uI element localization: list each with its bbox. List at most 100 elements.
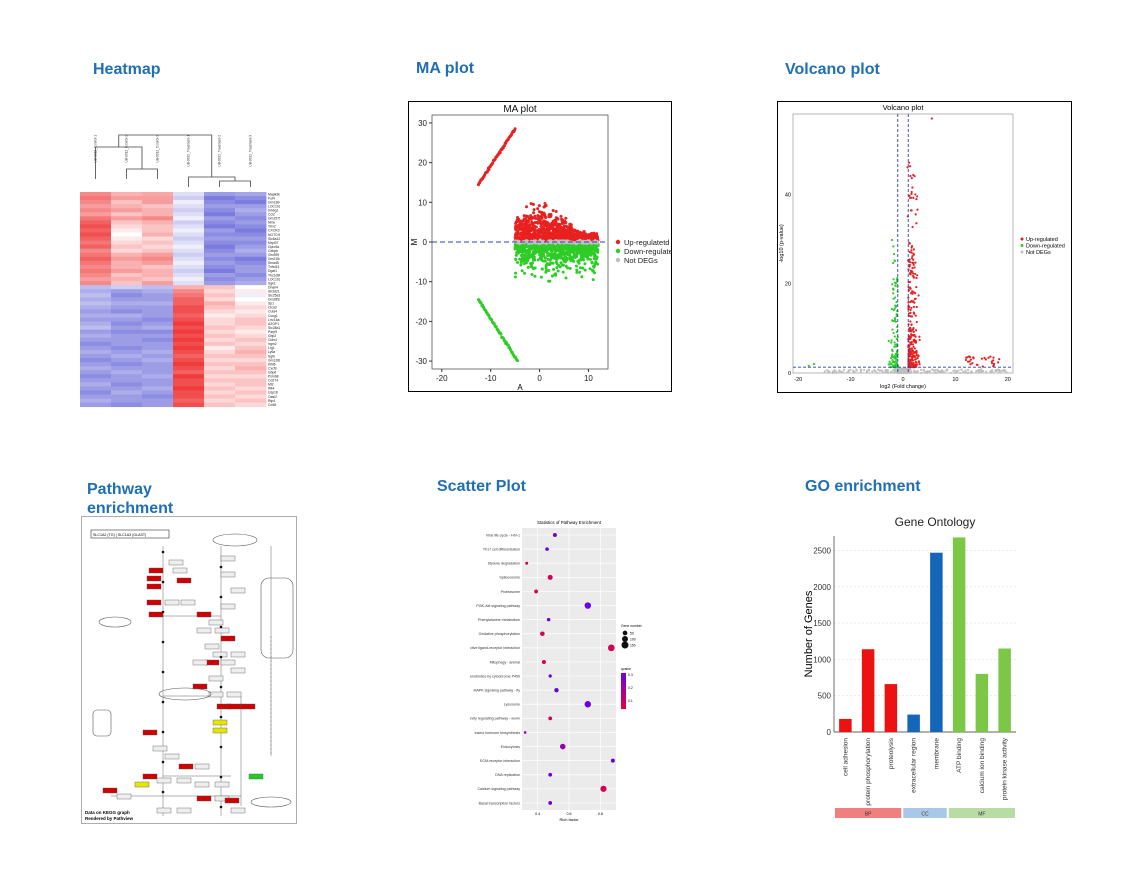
scatter-color-legend-label: 0.2 — [628, 686, 633, 690]
heatmap-cell — [235, 398, 267, 403]
volcano-up-point — [969, 363, 972, 366]
heatmap-row-label: Sp1 — [268, 302, 274, 306]
pathway-gene-box — [230, 651, 246, 658]
ma-down-point — [550, 249, 554, 253]
volcano-up-point — [918, 363, 921, 366]
ma-down-point — [540, 267, 544, 271]
volcano-notdeg-point — [920, 368, 923, 372]
ma-down-point — [533, 266, 537, 270]
heatmap-cell — [204, 200, 236, 205]
heatmap-cell — [204, 228, 236, 233]
ma-down-point — [520, 247, 524, 251]
ma-down-point — [551, 261, 555, 265]
heatmap-cell — [204, 281, 236, 286]
heatmap-row-label: Mrpl37 — [268, 241, 278, 245]
ma-up-point — [523, 231, 527, 235]
ma-down-point — [585, 249, 589, 253]
ma-up-point — [513, 127, 517, 131]
scatter-category-label: Th17 cell differentiation — [483, 547, 520, 551]
scatter-size-legend-marker — [622, 630, 628, 636]
volcano-up-point — [911, 343, 915, 346]
volcano-up-point — [966, 360, 970, 363]
volcano-up-point — [915, 222, 918, 225]
heatmap-cell — [235, 252, 267, 258]
volcano-down-point — [893, 307, 896, 310]
ma-points — [476, 127, 600, 363]
ma-down-point — [564, 246, 568, 250]
volcano-notdeg-point — [1002, 368, 1005, 371]
scatter-point — [534, 589, 538, 594]
scatter-category-label: DNA replication — [495, 773, 520, 777]
heatmap-cell — [204, 216, 236, 221]
volcano-up-point — [908, 354, 911, 357]
heatmap-row-label: AZGP1 — [268, 322, 279, 326]
heatmap-cell — [204, 192, 236, 197]
heatmap-row-label: Gm399 — [268, 253, 279, 257]
volcano-up-point — [908, 330, 911, 333]
ma-up-point — [538, 220, 542, 224]
ma-up-point — [580, 231, 584, 235]
heatmap-cell — [173, 240, 205, 246]
ma-up-point — [548, 213, 552, 217]
volcano-notdeg-point — [989, 371, 992, 374]
heatmap-cell — [173, 289, 205, 294]
volcano-down-point — [890, 357, 893, 360]
ma-down-point — [579, 248, 583, 252]
heatmap-cell — [173, 281, 205, 286]
ma-down-point — [524, 261, 528, 265]
heatmap-cell — [235, 386, 267, 391]
heatmap-cell — [111, 313, 143, 318]
ma-down-point — [574, 264, 578, 268]
go-y-tick-label: 2500 — [813, 547, 831, 556]
volcano-notdeg-point — [891, 371, 895, 374]
scatter-category-label: Endocytosis — [501, 745, 521, 749]
pathway-diagram: SLC1A2 (TG) | SLC1A3 (GLAST) Data on KEGG… — [81, 516, 297, 824]
heatmap-row-label: Psmb8 — [268, 375, 279, 379]
heatmap-cell — [204, 256, 236, 262]
heatmap-cell — [173, 277, 205, 282]
volcano-legend-label: Not DEGs — [1026, 250, 1051, 256]
heatmap-cell — [142, 232, 174, 237]
heatmap-cell — [142, 220, 174, 225]
ma-down-point — [583, 262, 587, 266]
ma-up-point — [544, 220, 548, 224]
volcano-notdeg-point — [847, 369, 850, 372]
heatmap-cell — [173, 358, 205, 363]
volcano-notdeg-point — [945, 369, 949, 372]
heatmap-cell — [80, 273, 112, 278]
ma-up-point — [554, 210, 558, 214]
ma-down-point — [557, 255, 561, 259]
go-enrichment-title: GO enrichment — [805, 478, 921, 495]
ma-up-point — [514, 222, 518, 226]
ma-down-point — [517, 244, 521, 248]
volcano-up-point — [913, 312, 916, 315]
heatmap-cell — [204, 341, 236, 347]
volcano-notdeg-point — [985, 370, 988, 373]
scatter-point — [547, 574, 553, 580]
volcano-notdeg-point — [998, 371, 1001, 374]
volcano-notdeg-point — [953, 369, 957, 372]
ma-up-point — [551, 209, 555, 213]
heatmap-column-label: UB-0312_Control-2 — [125, 135, 129, 163]
ma-up-point — [592, 231, 596, 235]
ma-down-point — [575, 249, 579, 253]
volcano-up-point — [911, 186, 914, 189]
scatter-category-label: Calcium signaling pathway — [477, 787, 520, 791]
volcano-down-point — [892, 292, 895, 295]
heatmap-cell — [235, 289, 267, 294]
heatmap-cell — [173, 301, 205, 306]
ma-down-point — [575, 268, 579, 272]
volcano-notdeg-point — [926, 371, 929, 375]
heatmap-row-label: Gprc5a — [268, 245, 279, 249]
volcano-notdeg-point — [991, 371, 994, 374]
heatmap-row-label: Gm15752 — [268, 217, 280, 221]
go-group-band — [835, 808, 902, 818]
volcano-up-point — [914, 213, 917, 216]
volcano-down-point — [812, 362, 816, 366]
volcano-up-point — [911, 292, 914, 295]
heatmap-cell — [173, 208, 205, 213]
volcano-notdeg-point — [835, 370, 838, 373]
heatmap-cell — [142, 208, 174, 213]
pathway-gene-box — [212, 727, 228, 734]
volcano-up-point — [912, 275, 915, 278]
